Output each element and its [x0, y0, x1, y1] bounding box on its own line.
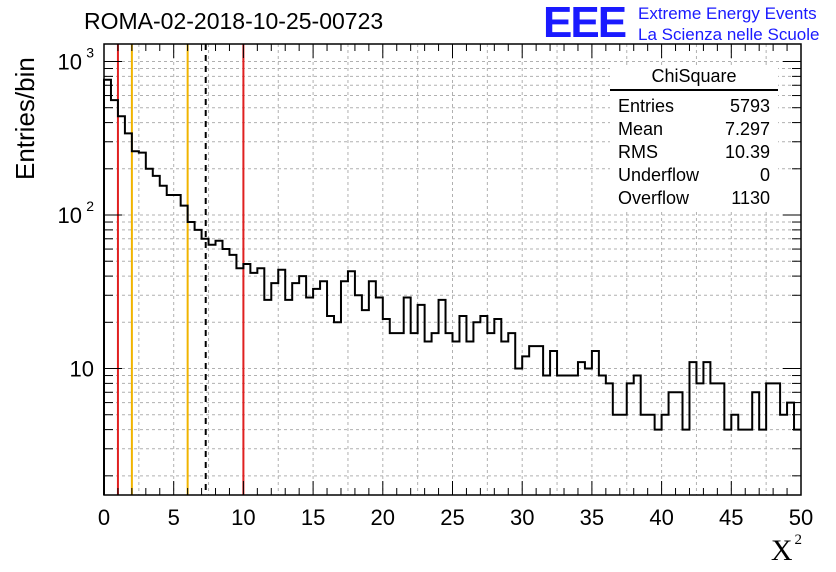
stats-label: RMS [618, 142, 658, 162]
stats-row-entries: Entries 5793 [610, 95, 778, 118]
reference-lines [116, 44, 245, 495]
y-tick-label: 10 [70, 357, 94, 382]
histogram-step-line [103, 78, 801, 495]
y-tick-label-exponent: 2 [86, 198, 94, 214]
stats-label: Entries [618, 96, 675, 116]
x-tick-label: 45 [719, 505, 743, 530]
stats-value: 5793 [729, 96, 770, 116]
y-axis-label: Entries/bin [10, 57, 40, 180]
stats-label: Overflow [618, 188, 690, 208]
y-axis-label-wrap: Entries/bin [2, 40, 42, 190]
y-tick-label: 10 [58, 203, 82, 228]
stats-label: Underflow [618, 165, 700, 185]
stats-label: Mean [618, 119, 664, 139]
histogram-series [103, 78, 801, 495]
logo-mark: EEE [543, 0, 627, 47]
stats-row-mean: Mean 7.297 [610, 118, 778, 141]
x-axis-label-base: X [770, 534, 793, 567]
stats-row-overflow: Overflow 1130 [610, 187, 778, 210]
logo-line-2: La Scienza nelle Scuole [638, 25, 820, 44]
stats-title: ChiSquare [610, 66, 778, 91]
stats-value: 10.39 [724, 142, 770, 162]
x-axis-ticks: 0 5 10 15 20 25 30 35 40 45 50 [98, 44, 813, 530]
stats-value: 0 [759, 165, 770, 185]
x-tick-label: 40 [649, 505, 673, 530]
stats-box: ChiSquare Entries 5793 Mean 7.297 RMS 10… [610, 66, 778, 210]
stats-value: 1130 [731, 188, 770, 208]
x-tick-label: 30 [510, 505, 534, 530]
x-tick-label: 15 [301, 505, 325, 530]
x-tick-label: 0 [98, 505, 110, 530]
x-tick-label: 20 [371, 505, 395, 530]
x-tick-label: 50 [789, 505, 813, 530]
logo-line-1: Extreme Energy Events [638, 4, 817, 23]
stats-value: 7.297 [724, 119, 770, 139]
stats-row-underflow: Underflow 0 [610, 164, 778, 187]
stats-row-rms: RMS 10.39 [610, 141, 778, 164]
x-tick-label: 5 [168, 505, 180, 530]
x-tick-label: 25 [440, 505, 464, 530]
x-tick-label: 10 [231, 505, 255, 530]
x-tick-label: 35 [580, 505, 604, 530]
x-axis-label-exponent: 2 [794, 532, 803, 548]
y-tick-label: 10 [58, 49, 82, 74]
y-tick-label-exponent: 3 [86, 44, 94, 60]
chart-title: ROMA-02-2018-10-25-00723 [84, 8, 384, 34]
grid-lines [104, 44, 801, 495]
